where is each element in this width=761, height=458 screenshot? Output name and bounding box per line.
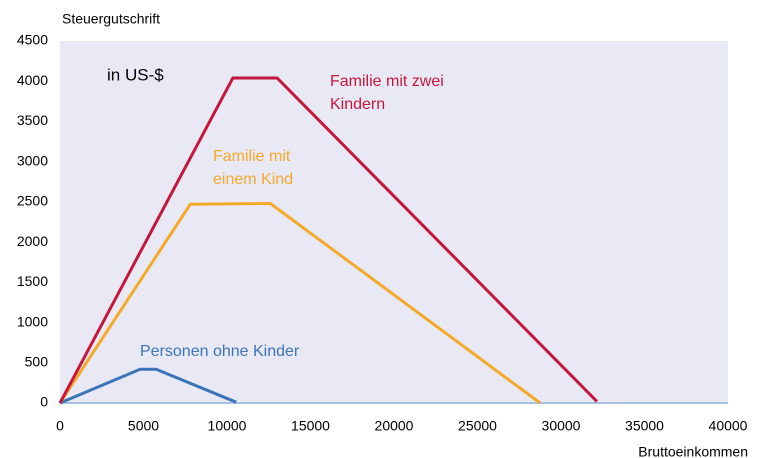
series-line	[59, 367, 237, 405]
x-tick-label: 5000	[128, 418, 159, 434]
series-line	[58, 201, 542, 405]
x-tick-label: 0	[56, 418, 64, 434]
series-label: Familie mit einem Kind	[213, 148, 294, 188]
plot-area	[60, 41, 728, 403]
y-tick-label: 3000	[17, 152, 48, 168]
series-label: Familie mit zwei Kindern	[330, 73, 444, 113]
y-axis-label: Steuergutschrift	[62, 11, 160, 27]
x-tick-label: 40000	[709, 418, 748, 434]
y-tick-label: 500	[25, 353, 49, 369]
y-tick-label: 2500	[17, 193, 48, 209]
x-tick-label: 10000	[208, 418, 247, 434]
x-tick-label: 15000	[291, 418, 330, 434]
y-tick-label: 0	[40, 394, 48, 410]
series-label: Personen ohne Kinder	[140, 343, 300, 360]
series-line	[58, 76, 598, 404]
y-tick-label: 1000	[17, 313, 48, 329]
x-tick-label: 35000	[625, 418, 664, 434]
x-tick-label: 20000	[375, 418, 414, 434]
y-tick-label: 1500	[17, 273, 48, 289]
x-axis-label: Bruttoeinkommen	[638, 444, 748, 458]
y-tick-label: 4500	[17, 32, 48, 48]
y-tick-label: 3500	[17, 112, 48, 128]
annotation: in US-$	[107, 65, 164, 84]
y-tick-label: 4000	[17, 72, 48, 88]
x-tick-label: 30000	[542, 418, 581, 434]
x-tick-label: 25000	[458, 418, 497, 434]
y-tick-label: 2000	[17, 233, 48, 249]
